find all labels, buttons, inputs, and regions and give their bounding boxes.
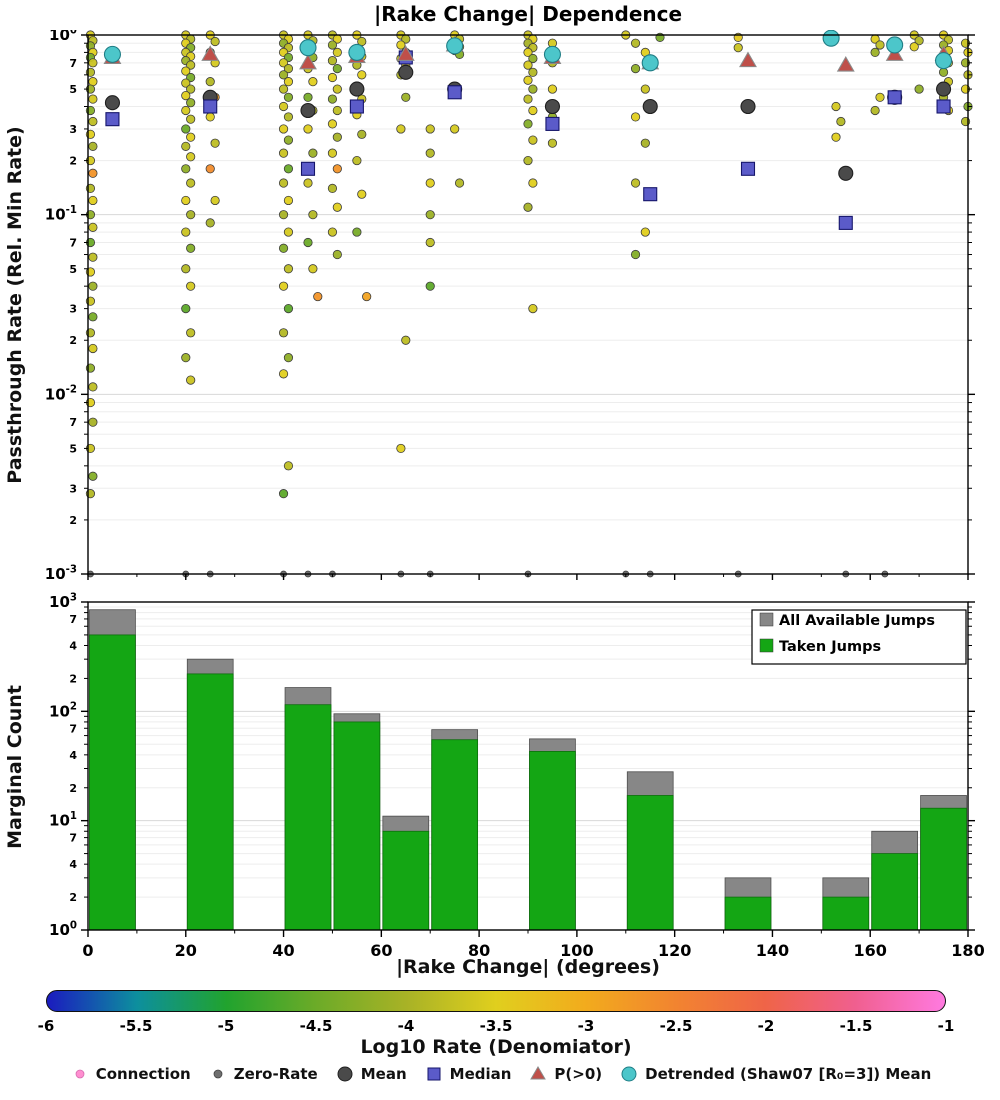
legend-item-median: Median xyxy=(423,1064,512,1084)
svg-text:2: 2 xyxy=(69,155,77,168)
svg-text:7: 7 xyxy=(69,416,77,429)
colorbar-tick-label: -3 xyxy=(577,1017,595,1035)
svg-text:2: 2 xyxy=(69,514,77,527)
svg-text:3: 3 xyxy=(69,123,77,136)
svg-text:7: 7 xyxy=(69,57,77,70)
svg-text:7: 7 xyxy=(69,613,77,626)
svg-text:7: 7 xyxy=(69,236,77,249)
bottom-plot-legend: All Available Jumps Taken Jumps xyxy=(751,609,967,665)
legend-label: Median xyxy=(449,1065,512,1083)
svg-text:10-2: 10-2 xyxy=(45,385,77,404)
colorbar-gradient xyxy=(46,990,946,1012)
svg-text:2: 2 xyxy=(69,334,77,347)
legend-item-connection: Connection xyxy=(69,1064,191,1084)
colorbar-tick-label: -5 xyxy=(217,1017,235,1035)
svg-text:100: 100 xyxy=(49,30,77,44)
svg-text:103: 103 xyxy=(49,592,77,611)
svg-text:3: 3 xyxy=(69,482,77,495)
colorbar-tick-label: -4 xyxy=(397,1017,415,1035)
legend-item-detrended: Detrended (Shaw07 [R₀=3]) Mean xyxy=(618,1064,931,1084)
median-markers xyxy=(105,50,951,230)
median-square-icon xyxy=(427,1067,441,1081)
colorbar-tick-label: -2.5 xyxy=(659,1017,693,1035)
figure-title: |Rake Change| Dependence xyxy=(373,2,683,26)
p-gt0-markers xyxy=(103,35,953,72)
colorbar-label: Log10 Rate (Denomiator) xyxy=(360,1036,632,1058)
svg-text:All Available Jumps: All Available Jumps xyxy=(779,613,935,629)
mean-markers xyxy=(104,64,952,181)
legend-item-mean: Mean xyxy=(334,1064,407,1084)
svg-text:4: 4 xyxy=(69,858,77,871)
svg-text:7: 7 xyxy=(69,832,77,845)
svg-text:5: 5 xyxy=(69,263,77,276)
svg-text:2: 2 xyxy=(69,891,77,904)
zero-rate-dot-icon xyxy=(213,1069,223,1079)
svg-text:10-1: 10-1 xyxy=(45,205,77,224)
legend-label: Mean xyxy=(360,1065,407,1083)
zero-rate-points xyxy=(87,570,889,578)
colorbar-tick-label: -2 xyxy=(757,1017,775,1035)
svg-text:100: 100 xyxy=(49,920,77,939)
x-axis-label: |Rake Change| (degrees) xyxy=(396,956,660,978)
bottom-legend: Connection Zero-Rate Mean Median P(>0) Detren… xyxy=(0,1064,1000,1084)
legend-swatch-icon xyxy=(759,612,774,627)
top-plot-svg: 100 2 3 5 7 10-1 2 3 5 7 10-2 2 3 5 7 10-3 xyxy=(45,30,975,582)
colorbar: -6 -5.5 -5 -4.5 -4 -3.5 -3 -2.5 -2 -1.5 -1 Log10 R… xyxy=(0,986,1000,1066)
scatter-points xyxy=(85,30,973,499)
histogram-bars xyxy=(89,609,967,931)
legend-label: Detrended (Shaw07 [R₀=3]) Mean xyxy=(645,1065,932,1083)
colorbar-ticks: -6 -5.5 -5 -4.5 -4 -3.5 -3 -2.5 -2 -1.5 -1 xyxy=(0,1017,1000,1037)
svg-text:4: 4 xyxy=(69,640,77,653)
svg-text:4: 4 xyxy=(69,749,77,762)
detrended-markers xyxy=(103,30,953,72)
legend-item-p-gt0: P(>0) xyxy=(527,1064,602,1084)
legend-label: Connection xyxy=(95,1065,191,1083)
top-gridlines xyxy=(88,34,968,575)
colorbar-tick-label: -6 xyxy=(37,1017,55,1035)
legend-label: Zero-Rate xyxy=(233,1065,318,1083)
svg-text:10-3: 10-3 xyxy=(45,564,77,582)
svg-text:5: 5 xyxy=(69,83,77,96)
legend-label: P(>0) xyxy=(554,1065,603,1083)
svg-text:3: 3 xyxy=(69,303,77,316)
colorbar-tick-label: -1.5 xyxy=(839,1017,873,1035)
connection-dot-icon xyxy=(75,1069,85,1079)
mean-circle-icon xyxy=(337,1066,353,1082)
colorbar-tick-label: -1 xyxy=(937,1017,955,1035)
colorbar-tick-label: -4.5 xyxy=(299,1017,333,1035)
p-gt0-triangle-icon xyxy=(530,1066,547,1080)
svg-text:5: 5 xyxy=(69,442,77,455)
legend-item-zero-rate: Zero-Rate xyxy=(207,1064,318,1084)
detrended-circle-icon xyxy=(621,1066,637,1082)
colorbar-tick-label: -3.5 xyxy=(479,1017,513,1035)
svg-text:2: 2 xyxy=(69,672,77,685)
bottom-gridlines xyxy=(88,601,968,931)
svg-text:Taken Jumps: Taken Jumps xyxy=(779,639,881,655)
svg-text:102: 102 xyxy=(49,702,77,721)
svg-text:2: 2 xyxy=(69,782,77,795)
bottom-ylabel: Marginal Count xyxy=(4,685,26,849)
svg-text:101: 101 xyxy=(49,811,77,830)
svg-text:7: 7 xyxy=(69,722,77,735)
top-axes: 100 2 3 5 7 10-1 2 3 5 7 10-2 2 3 5 7 10-3 xyxy=(45,30,975,582)
colorbar-tick-label: -5.5 xyxy=(119,1017,153,1035)
top-ylabel: Passthrough Rate (Rel. Min Rate) xyxy=(4,126,26,484)
legend-swatch-icon xyxy=(759,638,774,653)
